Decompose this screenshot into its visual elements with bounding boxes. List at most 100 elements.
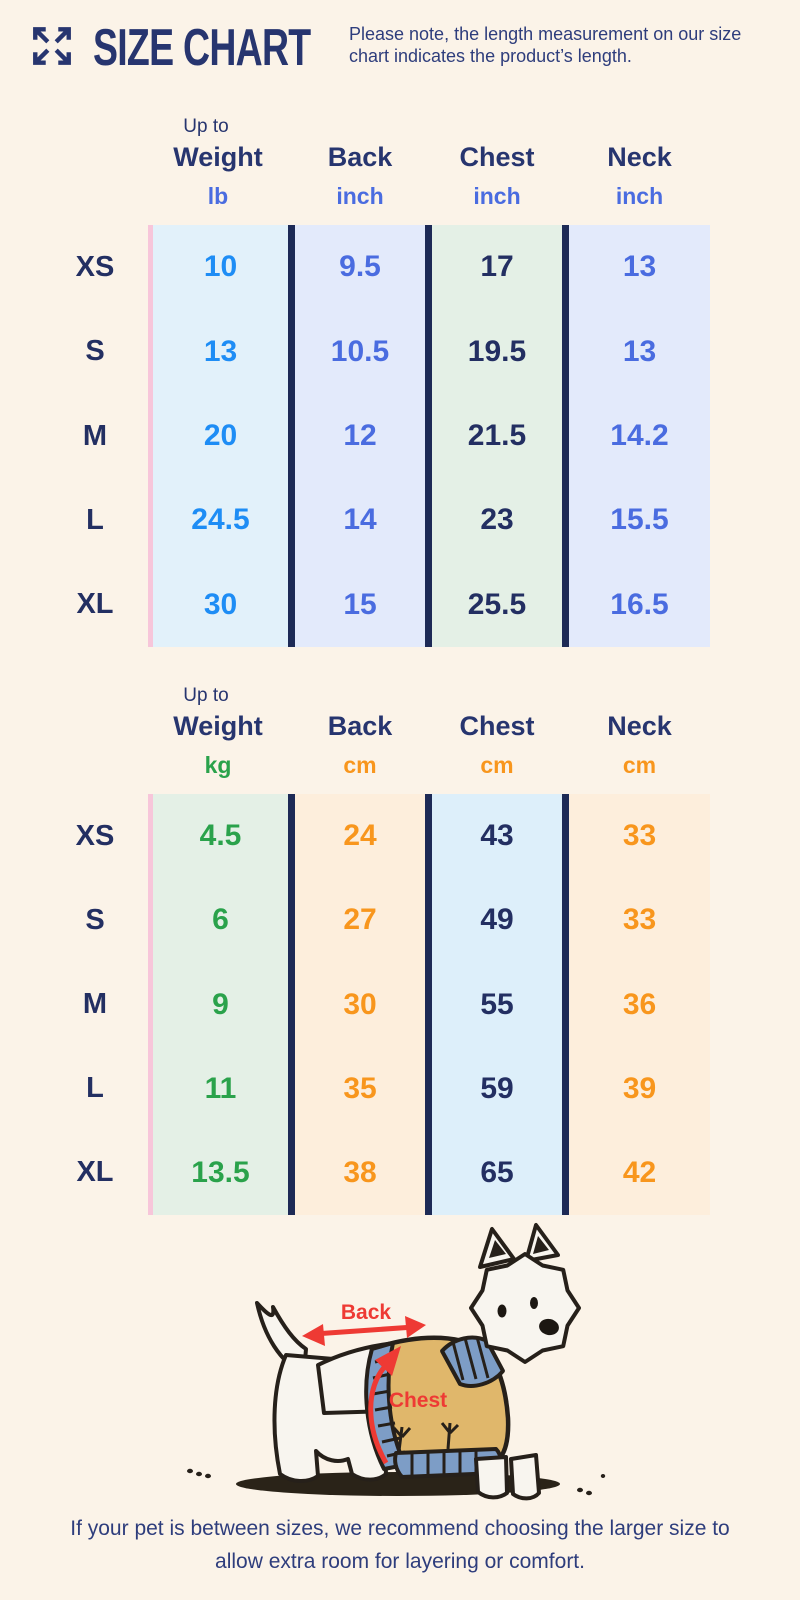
value-cell: 6 <box>212 903 229 937</box>
metric-size-table: Up to Weight kg Back cm Chest cm Neck cm XS S M L XL… <box>0 666 710 1215</box>
value-cell: 33 <box>622 903 657 937</box>
imperial-table-body: XS S M L XL 10 13 20 24.5 30 9.5 10.5 12 14 15 17 19.5 21… <box>0 225 710 647</box>
belly-fur-tuft-2 <box>440 1422 460 1450</box>
value-cell: 16.5 <box>610 587 669 621</box>
column-unit: inch <box>615 183 664 209</box>
up-to-label: Up to <box>183 685 229 706</box>
imperial-size-table: Up to Weight lb Back inch Chest inch Neck inch X… <box>0 110 710 647</box>
size-label-XS: XS <box>75 250 115 283</box>
value-cell: 39 <box>622 1071 657 1105</box>
column-unit: inch <box>473 183 521 209</box>
value-cell: 36 <box>622 987 657 1021</box>
value-cell: 15.5 <box>610 503 669 537</box>
ground-marks <box>187 1468 606 1496</box>
size-label-L: L <box>86 503 104 536</box>
imperial-table-header: Up to Weight lb Back inch Chest inch Neck inch <box>0 110 710 225</box>
between-sizes-line1: If your pet is between sizes, we recomme… <box>70 1517 730 1540</box>
size-label-column: XS S M L XL <box>0 225 148 647</box>
column-header-neck: Neck inch <box>569 142 710 225</box>
column-header-back: Back cm <box>295 711 425 794</box>
value-cell: 65 <box>480 1155 514 1189</box>
value-cell: 11 <box>204 1071 237 1105</box>
up-to-label: Up to <box>183 116 229 137</box>
value-cell: 14 <box>343 503 377 537</box>
dog-nose <box>539 1318 559 1336</box>
column-unit: cm <box>343 752 377 778</box>
column-header-weight: Up to Weight lb <box>148 116 288 225</box>
value-cell: 19.5 <box>467 334 527 368</box>
column-metric-chest: 43 49 55 59 65 <box>432 794 562 1215</box>
value-cell: 13 <box>622 250 657 284</box>
chest-measure-label: Chest <box>389 1389 447 1412</box>
belly-fur-tuft <box>392 1426 412 1452</box>
column-label: Chest <box>459 142 535 172</box>
column-imperial-weight: 10 13 20 24.5 30 <box>148 225 288 647</box>
length-note: Please note, the length measurement on o… <box>349 23 759 67</box>
value-cell: 10.5 <box>330 334 390 368</box>
value-cell: 4.5 <box>199 819 242 853</box>
value-cell: 59 <box>480 1071 514 1105</box>
value-cell: 10 <box>203 250 238 284</box>
column-label: Back <box>327 142 393 172</box>
column-divider <box>562 794 569 1215</box>
column-metric-weight: 4.5 6 9 11 13.5 <box>148 794 288 1215</box>
column-label: Neck <box>607 711 672 741</box>
between-sizes-line2: allow extra room for layering or comfort… <box>215 1550 585 1573</box>
value-cell: 20 <box>203 419 238 453</box>
column-unit: lb <box>207 183 229 209</box>
metric-table-header: Up to Weight kg Back cm Chest cm Neck cm <box>0 666 710 794</box>
column-header-weight: Up to Weight kg <box>148 685 288 794</box>
value-cell: 13 <box>203 334 238 368</box>
size-label-S: S <box>85 335 105 368</box>
value-cell: 35 <box>343 1071 377 1105</box>
column-metric-back: 24 27 30 35 38 <box>295 794 425 1215</box>
value-cell: 30 <box>343 987 377 1021</box>
chest-measure-arrow <box>368 1346 401 1465</box>
expand-arrows-icon[interactable] <box>29 25 75 72</box>
column-header-neck: Neck cm <box>569 711 710 794</box>
dog-eye <box>497 1304 507 1318</box>
size-label-XS: XS <box>75 819 115 852</box>
value-cell: 38 <box>343 1155 377 1189</box>
value-cell: 21.5 <box>467 419 527 453</box>
column-imperial-back: 9.5 10.5 12 14 15 <box>295 225 425 647</box>
column-unit: cm <box>480 752 514 778</box>
value-cell: 17 <box>480 250 514 284</box>
column-divider <box>425 794 432 1215</box>
column-unit: cm <box>622 752 657 778</box>
size-label-XL: XL <box>76 1156 114 1189</box>
value-cell: 30 <box>203 587 238 621</box>
dog-front-leg <box>474 1455 509 1500</box>
value-cell: 27 <box>343 903 377 937</box>
size-label-M: M <box>82 419 108 452</box>
column-imperial-chest: 17 19.5 21.5 23 25.5 <box>432 225 562 647</box>
metric-table-body: XS S M L XL 4.5 6 9 11 13.5 24 27 30 35 38 43 49 55 59 65 33… <box>0 794 710 1215</box>
dog-front-leg-2 <box>509 1453 541 1501</box>
length-note-line2: chart indicates the product’s length. <box>349 46 632 66</box>
column-divider <box>288 225 295 647</box>
column-label: Back <box>327 711 393 741</box>
column-imperial-neck: 13 13 14.2 15.5 16.5 <box>569 225 710 647</box>
page-title: SIZE CHART <box>93 19 311 77</box>
size-label-XL: XL <box>76 588 114 621</box>
size-label-S: S <box>85 903 105 936</box>
column-unit: kg <box>204 752 232 778</box>
sweater-collar <box>440 1335 505 1388</box>
column-unit: inch <box>336 183 384 209</box>
value-cell: 24.5 <box>191 503 250 537</box>
dog-head <box>469 1252 581 1364</box>
value-cell: 42 <box>622 1155 657 1189</box>
column-label: Neck <box>607 142 672 172</box>
value-cell: 9 <box>212 987 229 1021</box>
size-label-M: M <box>82 988 108 1020</box>
dog-measurement-diagram: Back Chest <box>180 1213 620 1503</box>
value-cell: 25.5 <box>467 587 527 621</box>
value-cell: 15 <box>343 587 377 621</box>
value-cell: 23 <box>480 503 514 537</box>
value-cell: 13.5 <box>191 1155 250 1189</box>
column-divider <box>562 225 569 647</box>
back-measure-arrow <box>302 1316 426 1346</box>
size-label-L: L <box>86 1072 104 1105</box>
length-note-line1: Please note, the length measurement on o… <box>349 24 742 44</box>
column-header-chest: Chest inch <box>432 142 562 225</box>
